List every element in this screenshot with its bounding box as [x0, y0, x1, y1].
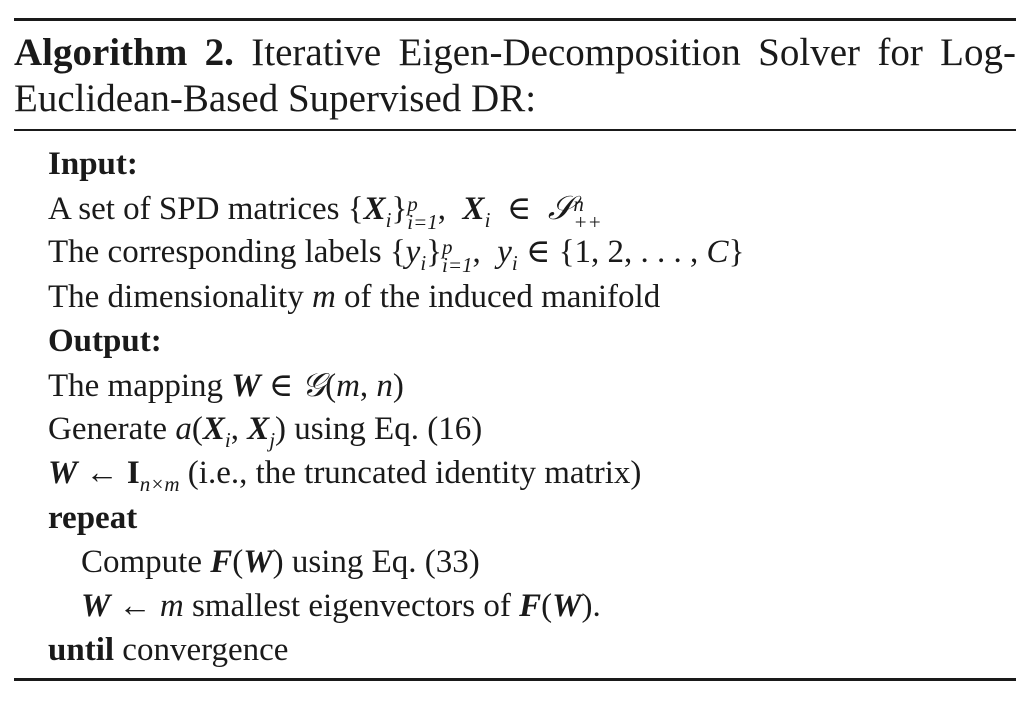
labels-formula: {yi} p i=1, yi ∈ {1, 2, . . . , C}	[389, 234, 745, 278]
affinity-formula: a(Xi, Xj)	[175, 411, 287, 453]
dim-var: m	[311, 278, 336, 315]
step-update: W ← m smallest eigenvectors of F(W).	[81, 587, 601, 624]
input-labels-text: The corresponding labels	[48, 234, 382, 271]
until-line: until convergence	[48, 628, 1016, 672]
input-heading: Input:	[48, 146, 138, 182]
bottom-rule	[14, 678, 1016, 681]
convergence-text: convergence	[122, 632, 289, 669]
until-keyword: until	[48, 632, 115, 669]
output-heading: Output:	[48, 322, 162, 359]
mapping-formula: W ∈ 𝒢(m, n)	[231, 364, 404, 404]
algorithm-caption: Algorithm 2. Iterative Eigen-Decompositi…	[14, 30, 1016, 122]
input-line-labels: The corresponding labels {yi} p i=1, yi ∈ …	[48, 230, 1016, 278]
top-rule	[14, 18, 1016, 21]
caption-rule	[14, 129, 1016, 131]
step-generate: Generate a(Xi, Xj) using Eq. (16)	[48, 411, 483, 453]
compute-formula: F(W)	[210, 543, 284, 580]
input-spd-text: A set of SPD matrices	[48, 191, 340, 228]
algorithm-label: Algorithm 2.	[14, 31, 234, 74]
input-line-dim: The dimensionality m of the induced mani…	[48, 278, 661, 315]
update-formula: F(W).	[519, 587, 601, 624]
output-line-mapping: The mapping W ∈ 𝒢(m, n)	[48, 364, 404, 404]
step-compute: Compute F(W) using Eq. (33)	[81, 543, 480, 580]
algorithm-body: Input: A set of SPD matrices {Xi} p i=1, X…	[48, 142, 1016, 672]
init-formula: W ← In×m	[48, 455, 180, 497]
update-lhs: W ← m	[81, 587, 184, 624]
repeat-keyword: repeat	[48, 499, 138, 536]
step-init: W ← In×m (i.e., the truncated identity m…	[48, 455, 642, 497]
algorithm-title: Iterative Eigen-Decomposition Solver for…	[14, 31, 1016, 120]
